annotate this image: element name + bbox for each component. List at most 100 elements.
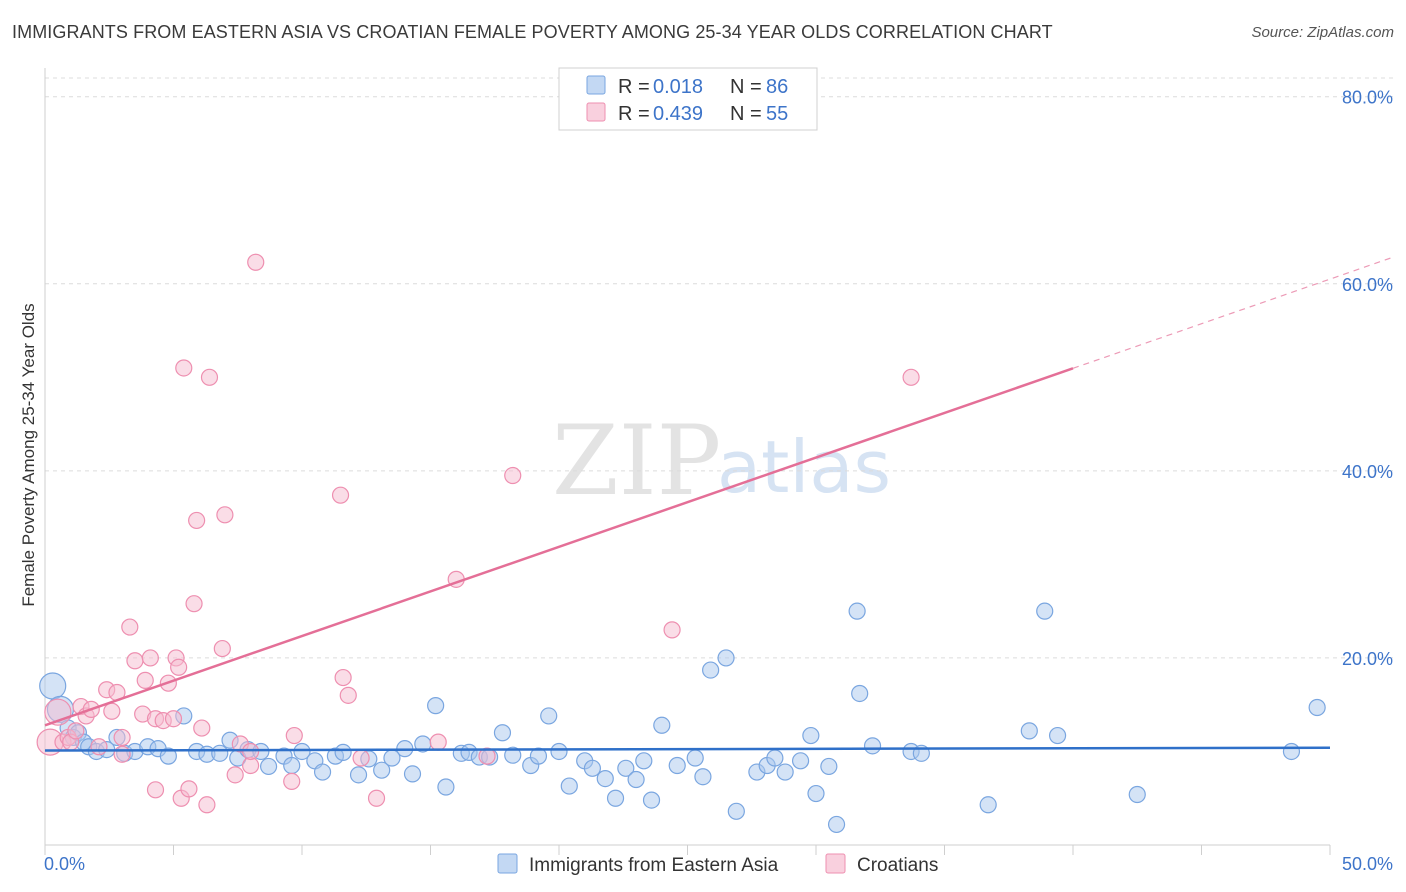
immigrants-point-45 [504, 746, 522, 764]
immigrants-point-52 [583, 759, 602, 777]
croatians-point-29 [185, 595, 203, 613]
croatians-point-30 [188, 511, 206, 530]
bottom-legend-label-croatians: Croatians [857, 855, 938, 876]
y-tick-label-80: 80.0% [1342, 88, 1393, 108]
croatians-point-41 [285, 726, 303, 745]
croatians-point-5 [67, 722, 85, 740]
immigrants-point-73 [820, 757, 838, 776]
immigrants-point-53 [596, 769, 614, 788]
bottom-legend-label-immigrants: Immigrants from Eastern Asia [529, 855, 779, 876]
immigrants-point-75 [848, 602, 866, 620]
immigrants-point-55 [617, 759, 635, 777]
immigrants-point-71 [802, 726, 820, 745]
croatians-point-32 [198, 796, 216, 814]
immigrants-point-83 [1128, 785, 1146, 804]
immigrants-point-26 [293, 742, 311, 761]
legend-swatch-immigrants [586, 75, 606, 95]
immigrants-point-72 [807, 784, 825, 803]
croatians-point-42 [331, 486, 350, 504]
immigrants-point-77 [863, 737, 882, 755]
immigrants-point-68 [766, 749, 784, 767]
trend-line-croatians [44, 367, 1074, 727]
immigrants-point-31 [349, 766, 368, 784]
immigrants-point-23 [259, 757, 278, 776]
y-axis-label: Female Poverty Among 25-34 Year Olds [19, 303, 38, 606]
legend-r-value-1: 0.018 [653, 76, 703, 98]
croatians-point-20 [146, 781, 165, 799]
y-tick-label-40: 40.0% [1342, 462, 1393, 482]
immigrants-point-48 [540, 707, 558, 725]
watermark-zip: ZIP [552, 405, 721, 517]
croatians-point-27 [175, 359, 193, 377]
series-croatians-points [36, 253, 920, 814]
immigrants-point-0 [39, 672, 67, 700]
immigrants-point-57 [635, 752, 653, 770]
series-immigrants-points [39, 602, 1326, 834]
legend-r-label-2: R = [618, 103, 650, 125]
trend-line-immigrants [44, 746, 1331, 752]
legend-r-label-1: R = [618, 76, 650, 98]
croatians-point-11 [103, 702, 121, 720]
croatians-point-33 [200, 368, 219, 386]
x-tick-label-50: 50.0% [1342, 854, 1393, 874]
croatians-point-54 [113, 745, 131, 763]
immigrants-point-38 [427, 697, 445, 715]
croatians-point-39 [247, 253, 265, 271]
croatians-point-35 [216, 506, 234, 524]
immigrants-point-25 [283, 756, 301, 775]
bottom-legend-swatch-immigrants [497, 853, 518, 874]
immigrants-point-44 [493, 724, 512, 742]
croatians-point-34 [213, 639, 231, 658]
trend-lines [44, 256, 1394, 752]
croatians-point-13 [113, 728, 131, 747]
immigrants-point-47 [529, 747, 548, 765]
croatians-point-46 [367, 789, 386, 807]
trend-line-croatians-extension [1072, 256, 1394, 369]
croatians-point-15 [126, 652, 144, 670]
croatians-point-49 [478, 747, 496, 765]
croatians-point-23 [164, 710, 183, 728]
immigrants-point-65 [727, 802, 745, 820]
immigrants-point-64 [717, 649, 735, 667]
croatians-point-25 [170, 658, 188, 676]
x-tick-label-0: 0.0% [44, 854, 85, 874]
immigrants-point-59 [653, 716, 671, 734]
legend-n-label-1: N = [730, 76, 762, 98]
croatians-point-53 [242, 742, 260, 761]
legend-n-value-2: 55 [766, 103, 788, 125]
immigrants-point-70 [791, 752, 810, 770]
croatians-point-28 [180, 780, 198, 798]
immigrants-point-69 [776, 763, 794, 781]
tick-labels: 20.0% 40.0% 60.0% 80.0% 0.0% 50.0% [44, 88, 1393, 874]
immigrants-point-28 [313, 763, 332, 781]
croatians-point-47 [429, 733, 447, 751]
immigrants-point-63 [702, 661, 720, 679]
immigrants-point-60 [668, 756, 686, 775]
croatians-point-9 [90, 738, 108, 756]
chart-title: IMMIGRANTS FROM EASTERN ASIA VS CROATIAN… [12, 22, 1053, 42]
immigrants-point-54 [606, 789, 625, 807]
croatians-point-40 [283, 772, 301, 790]
immigrants-point-61 [686, 749, 704, 767]
croatians-point-52 [902, 368, 920, 386]
immigrants-point-82 [1048, 726, 1067, 745]
immigrants-point-49 [550, 742, 568, 761]
immigrants-point-18 [211, 744, 229, 762]
legend-n-label-2: N = [730, 103, 762, 125]
legend-swatch-croatians [586, 102, 606, 122]
immigrants-point-14 [159, 747, 177, 765]
croatians-point-36 [226, 766, 244, 784]
immigrants-point-79 [979, 796, 997, 814]
croatians-point-44 [339, 686, 357, 704]
immigrants-point-85 [1308, 698, 1326, 717]
immigrants-point-62 [694, 768, 712, 786]
immigrants-point-84 [1282, 742, 1301, 761]
bottom-legend-swatch-croatians [825, 853, 846, 874]
series-legend: Immigrants from Eastern Asia Croatians [497, 853, 938, 876]
immigrants-point-74 [827, 815, 846, 834]
croatians-point-17 [136, 671, 154, 689]
immigrants-point-39 [437, 778, 455, 796]
immigrants-point-30 [334, 743, 352, 761]
croatians-point-50 [504, 466, 522, 485]
